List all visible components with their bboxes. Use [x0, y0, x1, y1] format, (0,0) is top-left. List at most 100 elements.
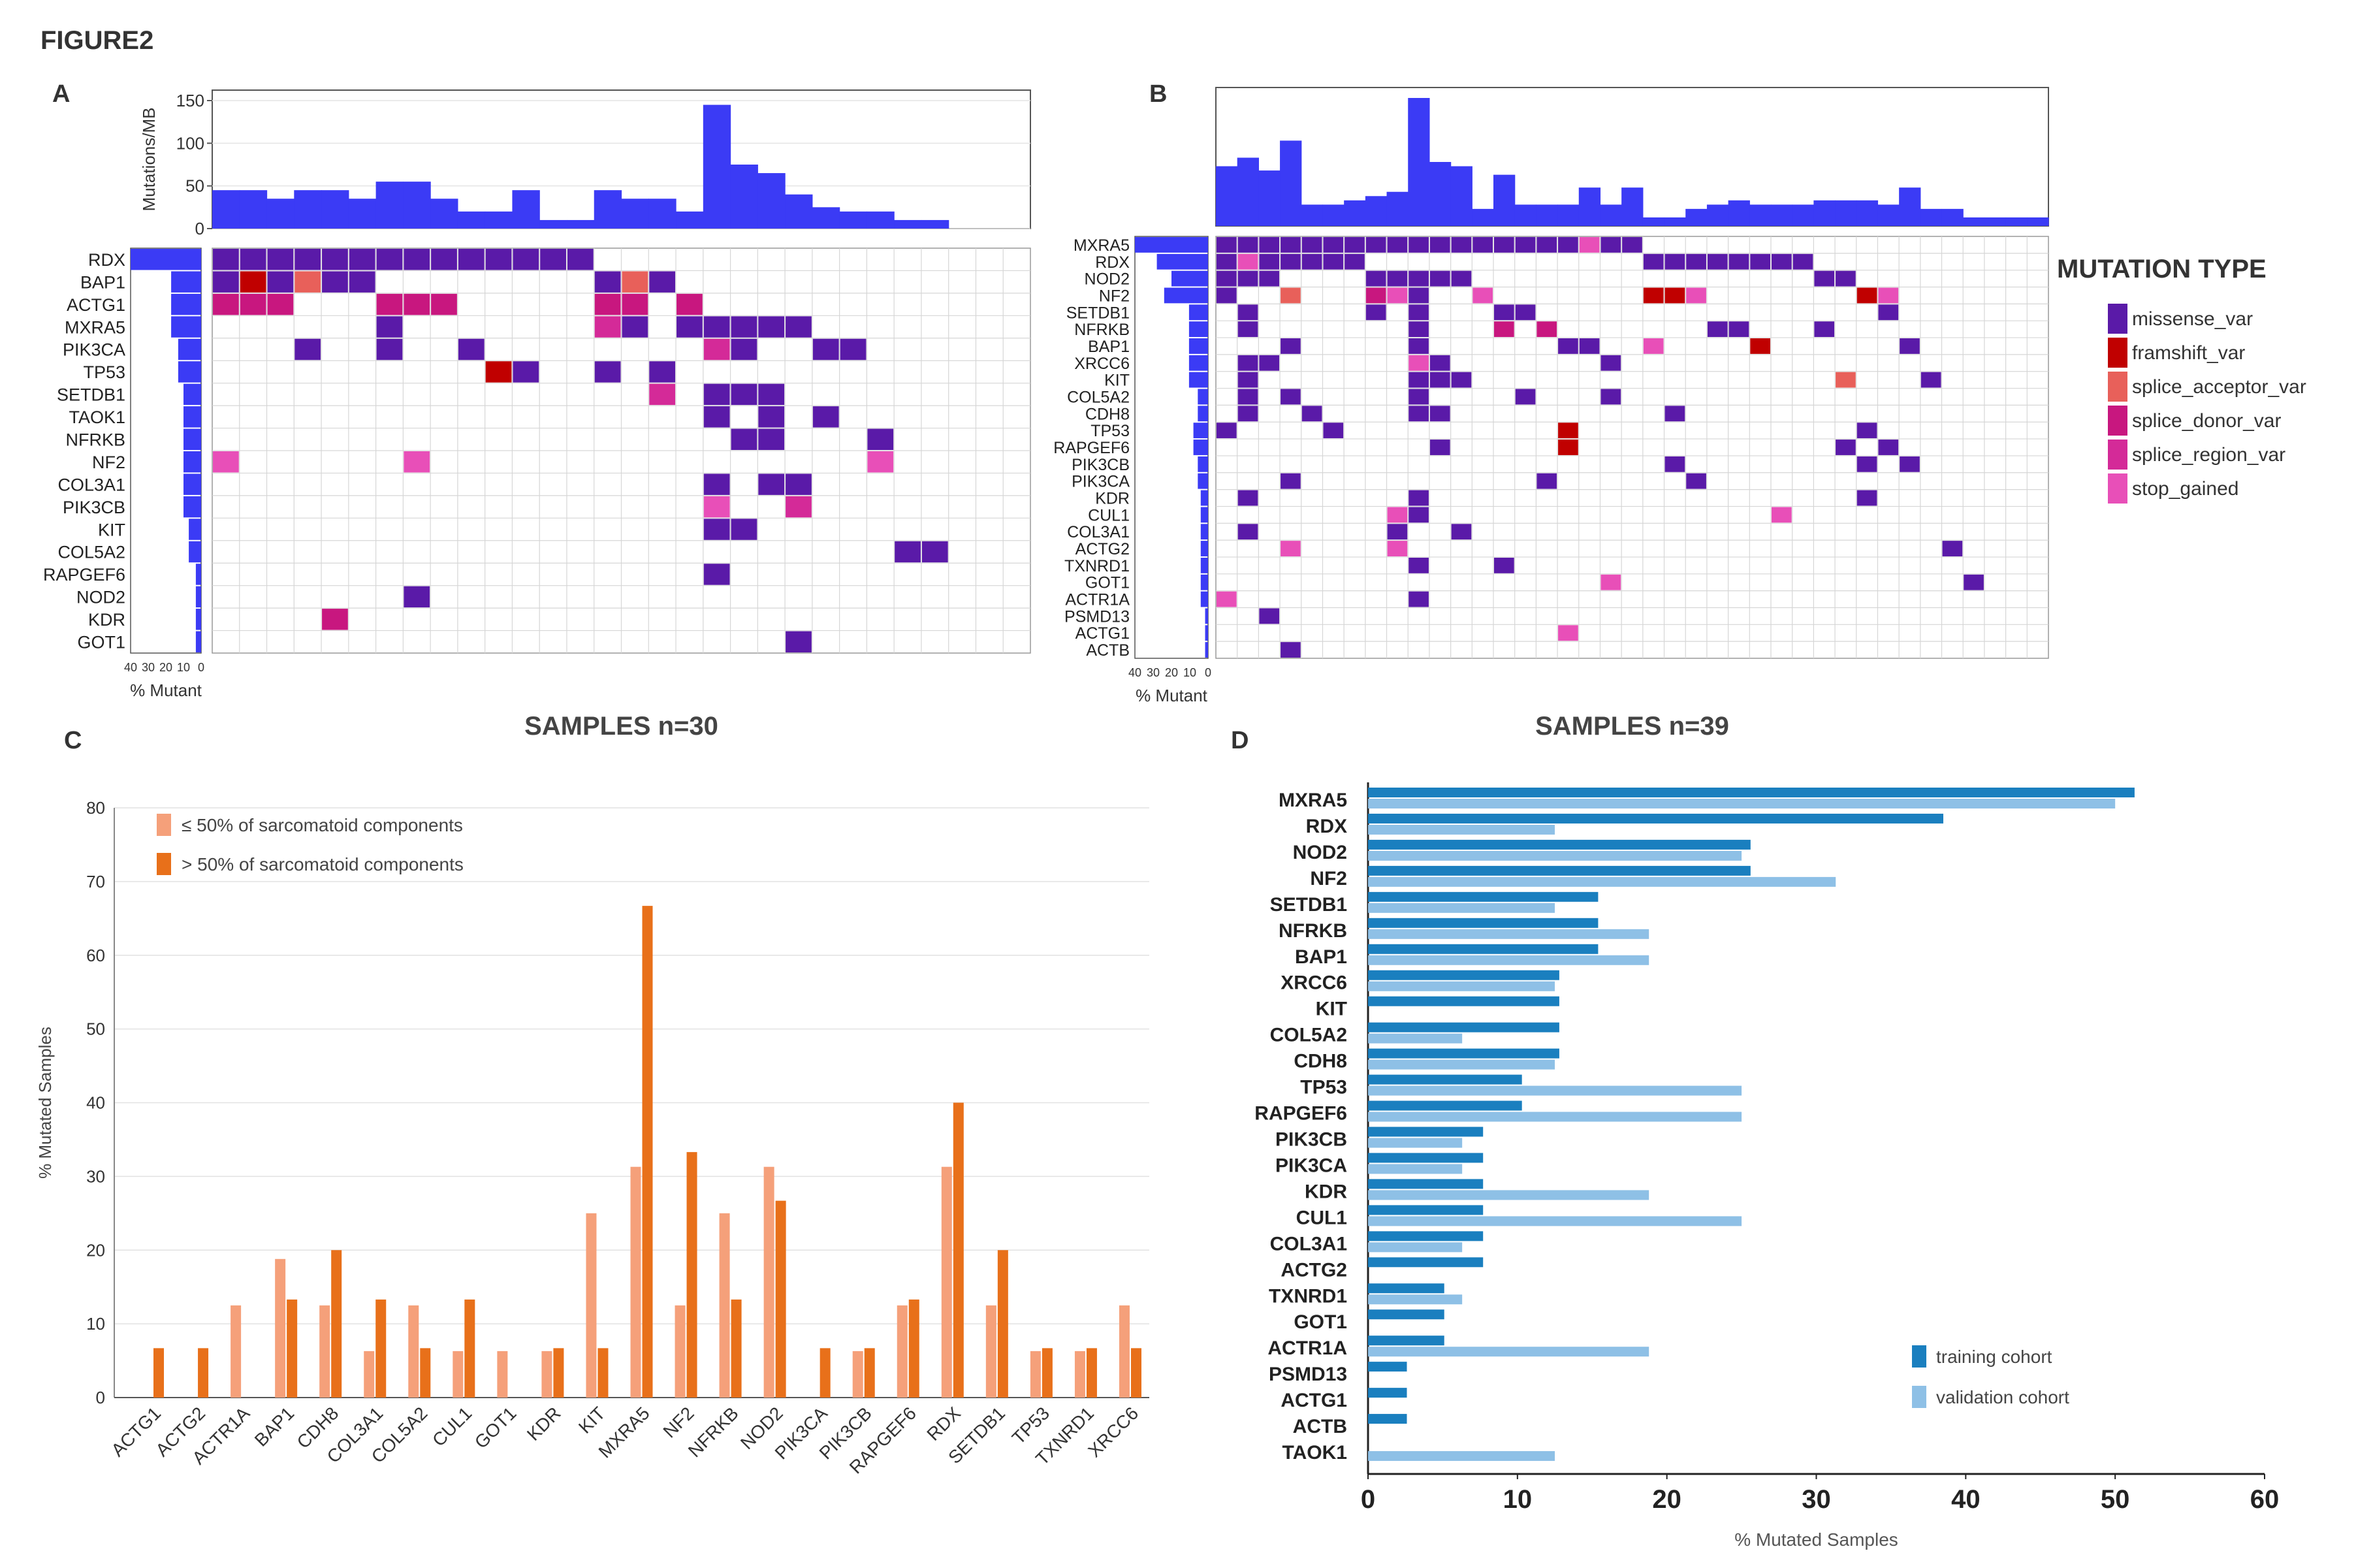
d-x-tick-label: 50	[2101, 1485, 2130, 1514]
c-bar-gt50	[553, 1348, 564, 1398]
mutation-cell	[703, 473, 730, 495]
pct-mutant-bar	[1200, 524, 1208, 540]
mutation-cell	[322, 249, 348, 270]
gene-label: BAP1	[80, 272, 125, 292]
mutation-cell	[758, 406, 785, 428]
mutation-cell	[731, 519, 757, 540]
d-x-tick-label: 30	[1802, 1485, 1831, 1514]
tmb-bar	[1920, 208, 1943, 226]
d-bar-validation	[1368, 1033, 1463, 1044]
pct-mutant-bar	[1156, 253, 1208, 270]
mutation-cell	[1558, 423, 1578, 439]
mutation-cell	[731, 316, 757, 338]
gene-label: COL3A1	[1067, 523, 1130, 541]
mutation-cell	[267, 249, 294, 270]
mutation-cell	[1664, 287, 1685, 304]
tmb-bar	[1835, 200, 1857, 226]
mutation-cell	[1409, 270, 1429, 287]
legend-label-splice_region_var: splice_region_var	[2132, 444, 2285, 466]
tmb-bar	[1642, 217, 1665, 226]
pct-mutant-bar	[189, 519, 201, 540]
tmb-tick-label: 100	[176, 133, 204, 153]
c-legend-label: ≤ 50% of sarcomatoid components	[182, 815, 463, 835]
gene-label: BAP1	[1088, 338, 1130, 356]
pct-mutant-bar	[171, 271, 201, 293]
d-bar-training	[1368, 1362, 1407, 1372]
mutation-cell	[594, 361, 621, 383]
mutation-cell	[1281, 287, 1301, 304]
tmb-bar	[1472, 208, 1494, 226]
gene-label: NOD2	[76, 588, 125, 607]
mutation-cell	[1237, 389, 1258, 405]
mutation-cell	[1429, 372, 1450, 388]
tmb-bar	[785, 194, 813, 229]
pct-mutant-bar	[183, 496, 201, 518]
c-bar-le50	[231, 1305, 242, 1398]
gene-label: CDH8	[1085, 405, 1130, 423]
mutation-cell	[1217, 237, 1237, 253]
pct-mutant-bar	[183, 428, 201, 450]
mutation-cell	[1643, 253, 1664, 270]
mutation-cell	[404, 293, 430, 315]
mutation-cell	[1409, 507, 1429, 523]
gene-label: ACTG2	[1075, 540, 1130, 558]
mutation-cell	[1259, 608, 1280, 624]
mutation-cell	[1814, 321, 1835, 338]
tmb-bar	[1450, 166, 1472, 226]
mutation-cell	[1772, 507, 1792, 523]
mutation-cell	[1237, 321, 1258, 338]
legend-label-framshift_var: framshift_var	[2132, 342, 2245, 364]
d-y-tick-label: RDX	[1306, 816, 1347, 837]
mutation-cell	[703, 406, 730, 428]
pct-tick-label: 40	[1128, 666, 1141, 679]
d-y-tick-label: TP53	[1300, 1077, 1347, 1098]
mutation-cell	[1259, 253, 1280, 270]
mutation-cell	[1409, 338, 1429, 354]
gene-label: RDX	[88, 250, 125, 270]
mutation-cell	[1536, 473, 1557, 489]
mutation-cell	[731, 338, 757, 360]
pct-mutant-bar	[183, 451, 201, 473]
mutation-cell	[1643, 338, 1664, 354]
pct-mutant-bar	[195, 564, 201, 585]
tmb-bar	[1216, 166, 1238, 226]
pct-mutant-bar	[1188, 355, 1208, 371]
mutation-cell	[649, 361, 676, 383]
d-y-tick-label: NFRKB	[1279, 920, 1347, 942]
mutation-cell	[376, 316, 403, 338]
legend-swatch-splice_acceptor_var	[2108, 372, 2127, 402]
tmb-bar	[212, 190, 240, 229]
mutation-cell	[240, 293, 266, 315]
mutation-cell	[840, 338, 867, 360]
c-bar-le50	[408, 1305, 419, 1398]
mutation-cell	[1409, 389, 1429, 405]
mutation-cell	[1281, 473, 1301, 489]
legend-swatch-splice_region_var	[2108, 440, 2127, 470]
mutation-cell	[1579, 338, 1600, 354]
pct-mutant-bar	[1200, 541, 1208, 556]
mutation-cell	[1728, 321, 1749, 338]
d-bar-training	[1368, 1048, 1559, 1059]
mutation-legend-title: MUTATION TYPE	[2057, 255, 2267, 283]
mutation-cell	[1281, 541, 1301, 556]
mutation-cell	[1814, 270, 1835, 287]
mutation-cell	[1387, 541, 1408, 556]
mutation-cell	[1323, 423, 1344, 439]
panel-d: D 0 10 20 30 40 50 60 % Mutated Samples MXRA5 RDX N…	[1231, 727, 2279, 1550]
c-bar-gt50	[287, 1299, 298, 1398]
gene-label: COL5A2	[57, 543, 125, 562]
c-bar-le50	[630, 1166, 641, 1398]
d-bar-validation	[1368, 903, 1555, 913]
tmb-bar	[1984, 217, 2007, 226]
tmb-bar	[1963, 217, 1985, 226]
mutation-cell	[1472, 237, 1493, 253]
mutation-cell	[1387, 237, 1408, 253]
mutation-cell	[1664, 253, 1685, 270]
pct-mutant-bar	[189, 541, 201, 563]
pct-mutant-bar	[1135, 237, 1208, 253]
tmb-bar	[294, 190, 322, 229]
mutation-cell	[1643, 287, 1664, 304]
tmb-bar	[375, 182, 404, 229]
tmb-bar	[676, 211, 704, 229]
